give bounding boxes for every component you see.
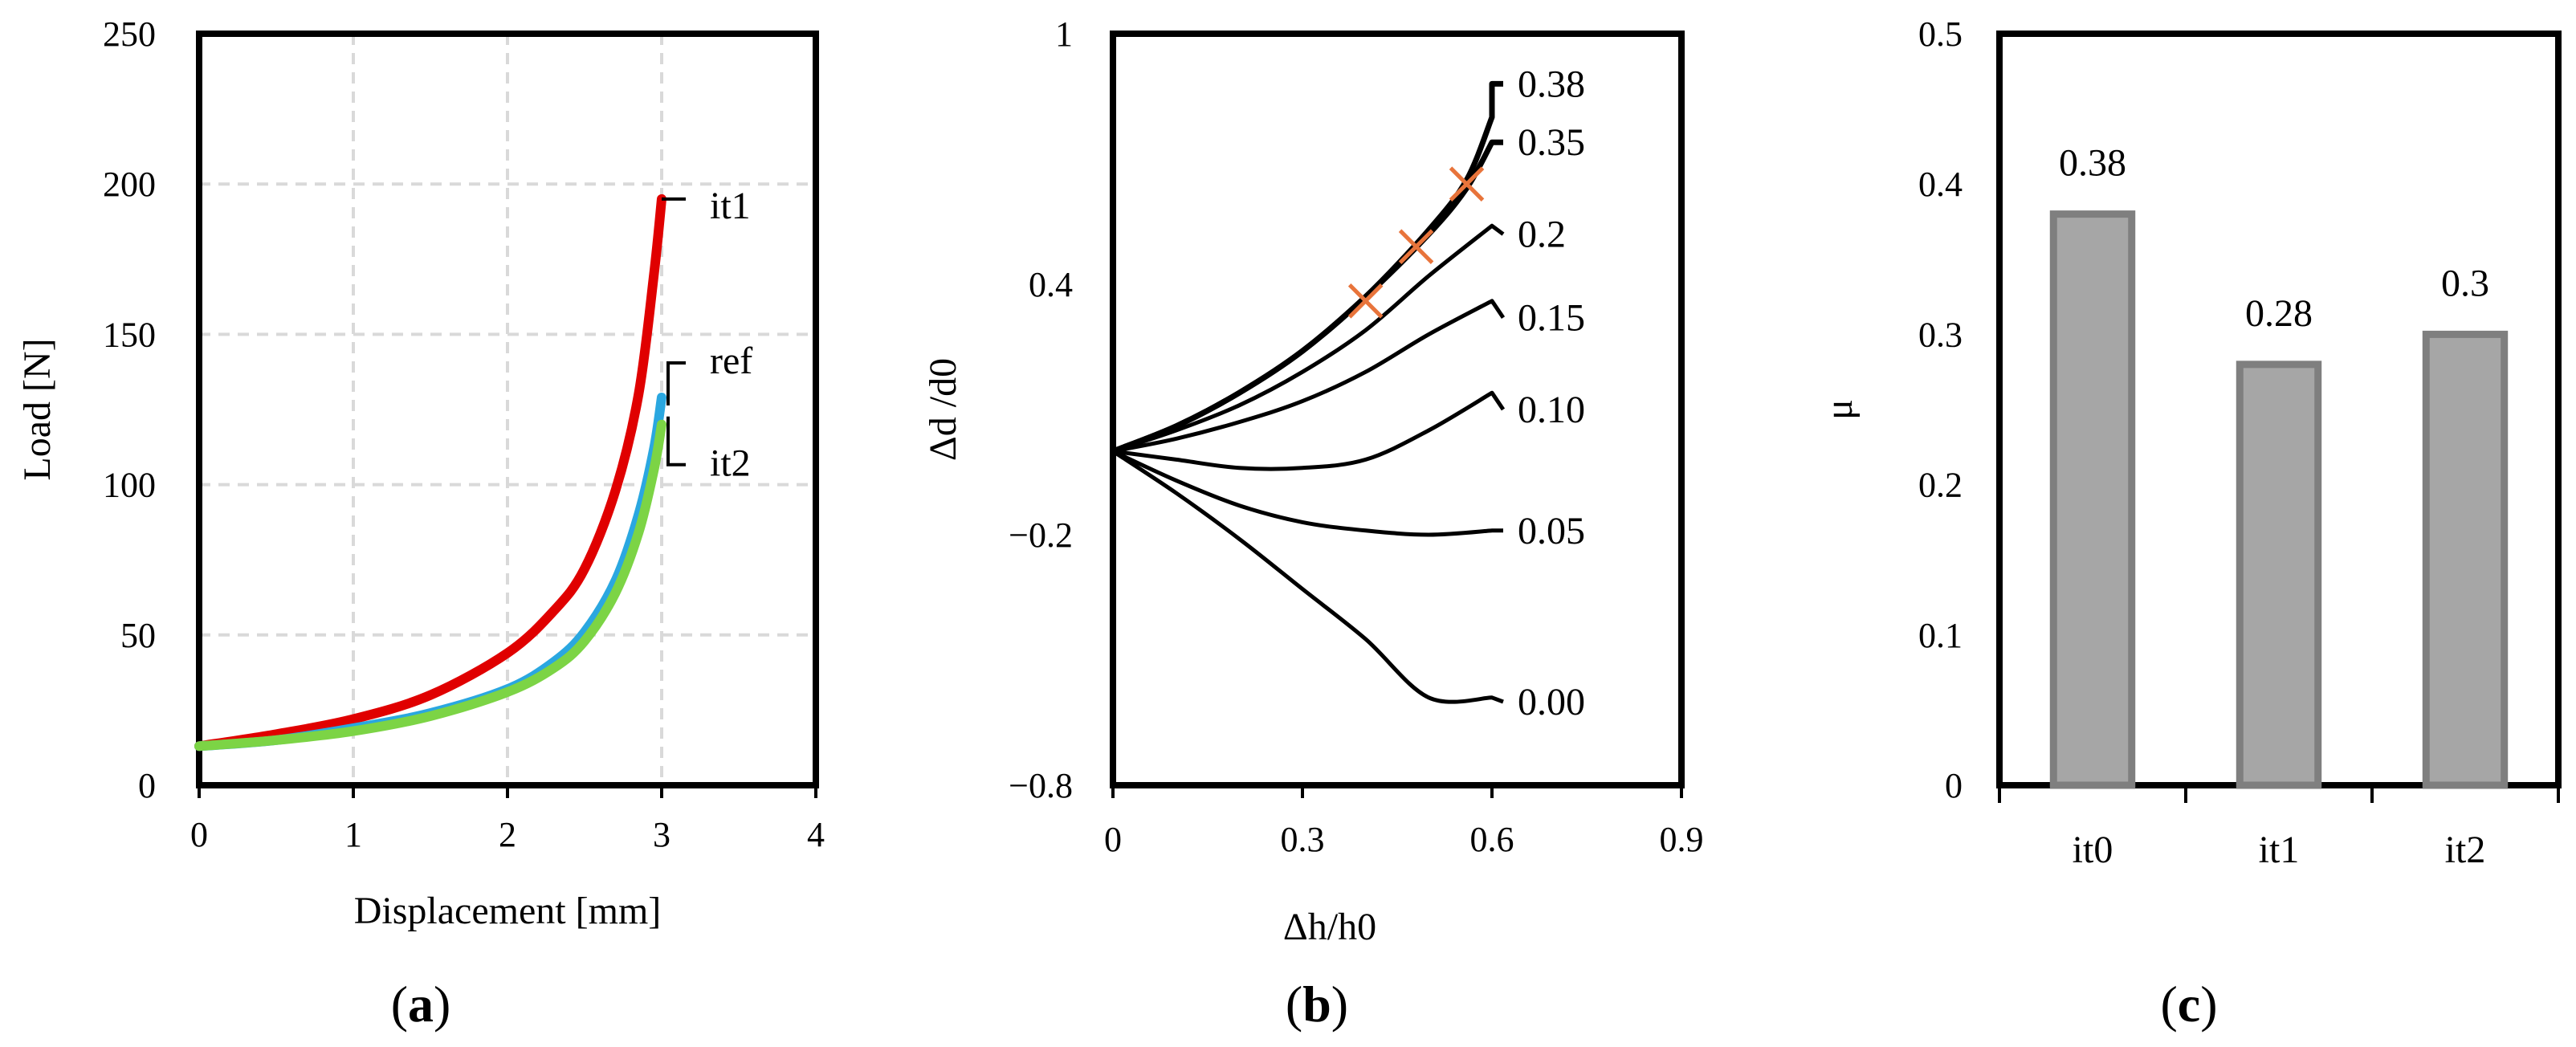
b-y-tick-label: −0.8 xyxy=(1009,766,1073,805)
b-series-line-0.15 xyxy=(1112,299,1506,454)
b-series-label-0.38: 0.38 xyxy=(1518,63,1585,105)
c-y-tick-label: 0.3 xyxy=(1918,315,1963,354)
c-x-category-label: it1 xyxy=(2259,829,2300,871)
a-series-label-it1: it1 xyxy=(710,185,751,227)
b-series-label-0.2: 0.2 xyxy=(1518,214,1566,256)
a-label-leader-ref xyxy=(666,361,686,406)
a-x-tick-label: 3 xyxy=(653,815,670,854)
a-x-tick-label: 0 xyxy=(190,815,208,854)
b-panel-label: (b) xyxy=(1286,976,1348,1033)
b-x-tick-label: 0.6 xyxy=(1470,820,1514,859)
c-y-tick-label: 0.2 xyxy=(1918,466,1963,505)
c-bar-it1 xyxy=(2236,361,2322,789)
b-x-tick-label: 0 xyxy=(1104,820,1122,859)
c-y-tick-label: 0.5 xyxy=(1918,14,1963,54)
c-x-category-label: it0 xyxy=(2073,829,2113,871)
b-ticks: 0 0.3 0.6 0.9 −0.8 −0.2 0.4 1 xyxy=(1009,14,1703,859)
a-y-axis-label: Load [N] xyxy=(16,338,59,480)
c-y-axis-label: μ xyxy=(1818,399,1861,420)
a-y-tick-label: 150 xyxy=(103,315,156,354)
c-bar-value-label: 0.3 xyxy=(2441,262,2489,304)
a-x-axis-label: Displacement [mm] xyxy=(354,890,662,932)
b-cross-marker xyxy=(1347,283,1384,319)
a-ticks: 0 1 2 3 4 0 50 100 150 200 250 xyxy=(103,14,825,854)
b-annotations: 0.38 0.35 0.2 0.15 0.10 0.05 0.00 xyxy=(1518,63,1585,723)
b-series-label-0.35: 0.35 xyxy=(1518,121,1585,164)
b-y-axis-label: Δd /d0 xyxy=(922,358,964,461)
b-panel-letter: b xyxy=(1302,976,1331,1033)
a-y-tick-label: 200 xyxy=(103,165,156,204)
a-y-tick-label: 0 xyxy=(138,766,156,805)
b-x-tick-label: 0.3 xyxy=(1281,820,1325,859)
b-series-line-0.35 xyxy=(1111,139,1503,454)
a-label-leader-it2 xyxy=(666,416,686,466)
b-y-tick-label: −0.2 xyxy=(1009,515,1073,555)
a-y-tick-label: 100 xyxy=(103,466,156,505)
c-x-category-label: it2 xyxy=(2445,829,2486,871)
b-series-label-0.15: 0.15 xyxy=(1518,297,1585,340)
a-annotations: it1 ref it2 xyxy=(662,185,752,485)
b-series-label-0.10: 0.10 xyxy=(1518,389,1585,431)
b-series-line-0.00 xyxy=(1111,449,1504,704)
b-x-tick-label: 0.9 xyxy=(1660,820,1704,859)
c-bar-value-label: 0.38 xyxy=(2059,142,2126,185)
a-y-tick-label: 50 xyxy=(120,616,156,655)
a-grid xyxy=(199,34,816,785)
c-bar-it0 xyxy=(2049,210,2136,789)
b-series-line-0.10 xyxy=(1112,390,1506,471)
c-panel-letter: c xyxy=(2178,976,2200,1033)
c-y-tick-label: 0 xyxy=(1945,766,1963,805)
b-cross-marker xyxy=(1449,166,1485,202)
c-y-tick-label: 0.1 xyxy=(1918,616,1963,655)
a-series-label-ref: ref xyxy=(710,340,752,382)
a-x-tick-label: 2 xyxy=(499,815,516,854)
b-y-tick-label: 0.4 xyxy=(1029,265,1073,304)
b-markers xyxy=(1347,166,1485,319)
c-bar-value-label: 0.28 xyxy=(2245,292,2313,335)
a-series xyxy=(194,194,666,752)
a-x-tick-label: 1 xyxy=(344,815,362,854)
b-series-line-0.38 xyxy=(1111,80,1503,454)
b-series-line-0.05 xyxy=(1111,449,1503,537)
b-series-label-0.05: 0.05 xyxy=(1518,510,1585,552)
c-ticks: 0 0.1 0.2 0.3 0.4 0.5 it0 it1 it2 xyxy=(1918,14,2560,871)
a-panel-letter: a xyxy=(408,976,434,1033)
a-x-tick-label: 4 xyxy=(807,815,825,854)
a-y-tick-label: 250 xyxy=(103,14,156,54)
b-x-axis-label: Δh/h0 xyxy=(1283,906,1376,948)
b-series-line-0.2 xyxy=(1112,223,1505,454)
a-panel-label: (a) xyxy=(391,976,451,1033)
c-y-tick-label: 0.4 xyxy=(1918,165,1963,204)
b-series-label-0.00: 0.00 xyxy=(1518,681,1585,723)
c-bars: 0.38 0.28 0.3 xyxy=(2049,142,2509,789)
c-panel-label: (c) xyxy=(2160,976,2217,1033)
a-series-line-it1 xyxy=(194,194,666,752)
c-bar-it2 xyxy=(2422,330,2509,789)
panel-b-strain-curves: 0 0.3 0.6 0.9−0.8−0.20.41 0.380.350.20.150.… xyxy=(922,14,1704,1033)
b-series xyxy=(1111,80,1506,704)
a-series-line-it2 xyxy=(194,419,666,752)
a-series-label-it2: it2 xyxy=(710,442,751,485)
panel-a-load-displacement: 0 1 2 3 4 0 50 100 150 200 250 it1 ref it2 Displacem… xyxy=(16,14,825,1033)
b-plot-frame xyxy=(1110,31,1685,788)
b-cross-marker xyxy=(1398,229,1434,264)
b-y-tick-label: 1 xyxy=(1055,14,1073,54)
